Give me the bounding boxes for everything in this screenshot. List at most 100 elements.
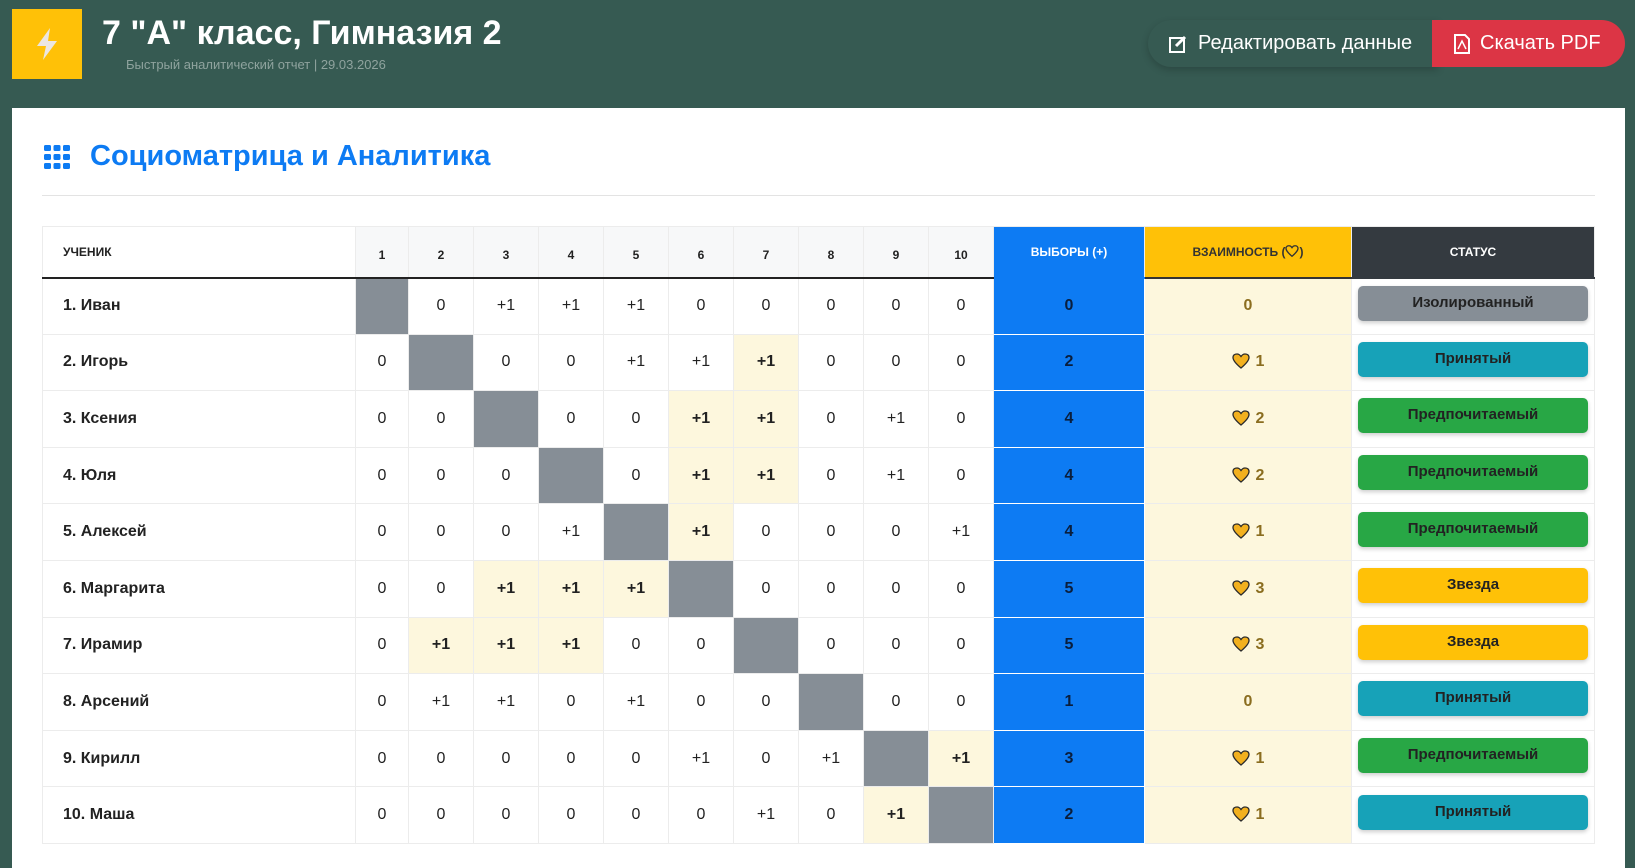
matrix-cell: 0 [928, 446, 994, 505]
status-cell: Принятый [1351, 786, 1595, 844]
mutual-count-cell: 3 [1144, 616, 1352, 675]
mutual-count-cell: 1 [1144, 786, 1352, 844]
heart-icon [1231, 636, 1250, 653]
matrix-cell: 0 [355, 390, 409, 448]
status-cell: Принятый [1351, 333, 1595, 392]
matrix-cell-self [863, 729, 929, 788]
matrix-cell-self [733, 616, 799, 675]
header-choices: ВЫБОРЫ (+) [993, 226, 1145, 279]
mutual-count: 0 [1243, 297, 1253, 315]
matrix-cell: +1 [798, 729, 864, 788]
heart-icon [1231, 466, 1250, 483]
lightning-icon [37, 28, 57, 60]
matrix-cell-mutual: +1 [473, 559, 539, 618]
status-cell: Предпочитаемый [1351, 390, 1595, 448]
matrix-cell: 0 [928, 559, 994, 618]
table-header-row: УЧЕНИК 1 2 3 4 5 6 7 8 9 10 ВЫБОРЫ (+) ВЗАИМНОСТЬ (… [42, 226, 1595, 279]
mutual-count: 3 [1255, 636, 1265, 654]
matrix-cell: 0 [355, 729, 409, 788]
student-name: 7. Ирамир [42, 616, 356, 675]
choices-count: 3 [993, 729, 1145, 788]
matrix-cell: 0 [668, 786, 734, 844]
edit-data-button[interactable]: Редактировать данные [1148, 20, 1438, 67]
matrix-cell: 0 [355, 503, 409, 561]
header-col-2: 2 [408, 226, 474, 279]
matrix-cell: 0 [928, 616, 994, 675]
header-col-5: 5 [603, 226, 669, 279]
student-name: 5. Алексей [42, 503, 356, 561]
status-badge: Предпочитаемый [1358, 398, 1588, 434]
matrix-cell: 0 [408, 559, 474, 618]
download-pdf-button[interactable]: Скачать PDF [1432, 20, 1625, 67]
table-row: 5. Алексей 0 0 0 +1 +1 0 0 0 +1 4 1 Предпочитаемый [42, 503, 1595, 561]
matrix-cell: 0 [798, 559, 864, 618]
header-mutual: ВЗАИМНОСТЬ () [1144, 226, 1352, 279]
matrix-cell: 0 [538, 729, 604, 788]
sociomatrix-table: УЧЕНИК 1 2 3 4 5 6 7 8 9 10 ВЫБОРЫ (+) ВЗАИМНОСТЬ (… [42, 226, 1595, 844]
status-badge: Звезда [1358, 568, 1588, 604]
matrix-cell: 0 [408, 277, 474, 335]
table-row: 8. Арсений 0 +1 +1 0 +1 0 0 0 0 1 0 Принятый [42, 673, 1595, 731]
mutual-count: 2 [1255, 466, 1265, 484]
matrix-cell: 0 [863, 673, 929, 731]
pdf-file-icon [1454, 33, 1470, 54]
status-badge: Принятый [1358, 681, 1588, 717]
matrix-cell: 0 [863, 277, 929, 335]
matrix-cell: 0 [473, 333, 539, 392]
section-title: Социоматрица и Аналитика [90, 140, 491, 172]
student-name: 9. Кирилл [42, 729, 356, 788]
status-cell: Звезда [1351, 559, 1595, 618]
matrix-cell: +1 [603, 673, 669, 731]
matrix-cell: 0 [538, 673, 604, 731]
matrix-cell: 0 [473, 503, 539, 561]
student-name: 10. Маша [42, 786, 356, 844]
table-row: 10. Маша 0 0 0 0 0 0 +1 0 +1 2 1 Принятый [42, 786, 1595, 844]
mutual-count-cell: 1 [1144, 503, 1352, 561]
table-row: 9. Кирилл 0 0 0 0 0 +1 0 +1 +1 3 1 Предпочитаемый [42, 729, 1595, 788]
matrix-cell: 0 [538, 333, 604, 392]
heart-icon [1231, 806, 1250, 822]
matrix-cell-mutual: +1 [668, 503, 734, 561]
matrix-cell: 0 [668, 616, 734, 675]
matrix-cell: 0 [408, 390, 474, 448]
header-col-10: 10 [928, 226, 994, 279]
matrix-cell-mutual: +1 [538, 559, 604, 618]
table-row: 1. Иван 0 +1 +1 +1 0 0 0 0 0 0 0 Изолированный [42, 277, 1595, 335]
status-badge: Предпочитаемый [1358, 455, 1588, 491]
matrix-cell: 0 [355, 673, 409, 731]
status-badge: Принятый [1358, 341, 1588, 377]
choices-count: 4 [993, 390, 1145, 448]
mutual-count-cell: 1 [1144, 729, 1352, 788]
matrix-cell-mutual: +1 [668, 446, 734, 505]
matrix-cell: 0 [798, 446, 864, 505]
status-badge: Предпочитаемый [1358, 738, 1588, 774]
matrix-cell: 0 [473, 786, 539, 844]
heart-icon [1231, 749, 1250, 766]
heart-icon [1231, 580, 1250, 596]
student-name: 8. Арсений [42, 673, 356, 731]
matrix-cell-mutual: +1 [603, 559, 669, 618]
status-cell: Предпочитаемый [1351, 729, 1595, 788]
matrix-cell: 0 [863, 616, 929, 675]
matrix-cell: 0 [798, 390, 864, 448]
matrix-cell-mutual: +1 [408, 616, 474, 675]
matrix-cell: 0 [603, 786, 669, 844]
matrix-cell-self [355, 277, 409, 335]
matrix-cell-mutual: +1 [733, 333, 799, 392]
header-col-1: 1 [355, 226, 409, 279]
matrix-cell: +1 [603, 277, 669, 335]
mutual-count-cell: 3 [1144, 559, 1352, 618]
status-badge: Предпочитаемый [1358, 511, 1588, 547]
choices-count: 4 [993, 446, 1145, 505]
mutual-count: 1 [1255, 523, 1265, 541]
edit-icon [1169, 35, 1187, 53]
matrix-cell: 0 [928, 673, 994, 731]
matrix-cell: 0 [538, 786, 604, 844]
table-row: 3. Ксения 0 0 0 0 +1 +1 0 +1 0 4 2 Предпочитаемый [42, 390, 1595, 448]
header-mutual-end: ) [1299, 244, 1304, 259]
matrix-cell: 0 [798, 786, 864, 844]
status-cell: Предпочитаемый [1351, 503, 1595, 561]
section-header: Социоматрица и Аналитика [44, 140, 490, 173]
status-cell: Предпочитаемый [1351, 446, 1595, 505]
status-cell: Изолированный [1351, 277, 1595, 335]
